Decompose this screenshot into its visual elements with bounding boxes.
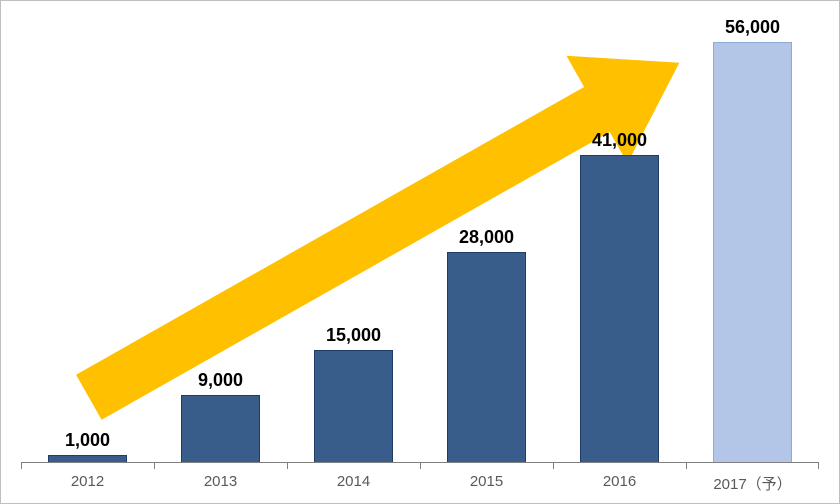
bar-value-label: 1,000 [65, 430, 110, 451]
plot-area: 1,000 9,000 15,000 28,000 41,000 56,000 [21, 13, 819, 463]
tick-mark [553, 463, 554, 469]
x-axis: 2012 2013 2014 2015 2016 2017（予） [21, 463, 819, 503]
bar-slot: 1,000 [21, 13, 154, 463]
chart-frame: 1,0009,00015,00028,00041,00056,000 20122… [0, 0, 840, 504]
tick-mark [21, 463, 22, 469]
x-tick-label: 2012 [71, 473, 104, 490]
x-tick: 2015 [420, 463, 553, 503]
bar-value-label: 9,000 [198, 370, 243, 391]
bar [713, 42, 792, 463]
bar-value-label: 15,000 [326, 325, 381, 346]
bars-container: 1,000 9,000 15,000 28,000 41,000 56,000 [21, 13, 819, 463]
tick-mark [287, 463, 288, 469]
bar-slot: 56,000 [686, 13, 819, 463]
tick-mark [420, 463, 421, 469]
bar-slot: 28,000 [420, 13, 553, 463]
x-tick-label: 2017（予） [713, 473, 791, 494]
tick-mark [686, 463, 687, 469]
x-tick: 2017（予） [686, 463, 819, 503]
bar [447, 252, 526, 463]
x-tick: 2016 [553, 463, 686, 503]
bar-value-label: 28,000 [459, 227, 514, 248]
x-tick: 2014 [287, 463, 420, 503]
x-tick-label: 2014 [337, 473, 370, 490]
x-tick-label: 2013 [204, 473, 237, 490]
bar-value-label: 41,000 [592, 130, 647, 151]
bar [314, 350, 393, 464]
bar-value-label: 56,000 [725, 17, 780, 38]
bar-slot: 15,000 [287, 13, 420, 463]
x-tick-label: 2015 [470, 473, 503, 490]
x-tick: 2012 [21, 463, 154, 503]
bar [181, 395, 260, 464]
tick-mark [154, 463, 155, 469]
bar-slot: 41,000 [553, 13, 686, 463]
bar-slot: 9,000 [154, 13, 287, 463]
x-tick-label: 2016 [603, 473, 636, 490]
x-tick: 2013 [154, 463, 287, 503]
bar [580, 155, 659, 464]
